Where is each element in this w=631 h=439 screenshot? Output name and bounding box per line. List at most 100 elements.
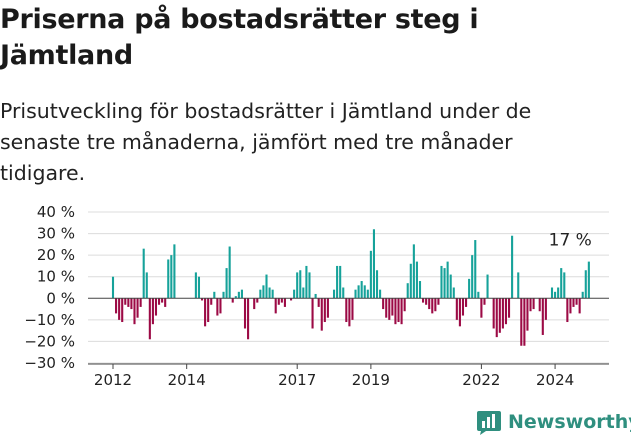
- bar: [422, 298, 425, 303]
- bar: [400, 298, 403, 325]
- bar-chart-icon: [477, 411, 501, 435]
- bar-chart: 40 %30 %20 %10 %0 %−10 %−20 %−30 % 2012 2…: [24, 203, 609, 389]
- bar: [213, 291, 216, 299]
- bar: [151, 298, 154, 325]
- bar: [538, 298, 541, 312]
- bar: [259, 289, 262, 299]
- bar: [145, 272, 148, 299]
- bar: [434, 298, 437, 312]
- bar: [345, 298, 348, 323]
- bar: [268, 287, 271, 299]
- bar: [262, 285, 265, 299]
- bar: [382, 298, 385, 310]
- bar: [415, 261, 418, 299]
- y-tick-label: −30 %: [24, 354, 75, 372]
- bar: [554, 291, 557, 299]
- bar: [498, 298, 501, 333]
- bar: [228, 246, 231, 299]
- bar: [360, 281, 363, 299]
- bar: [375, 270, 379, 299]
- gridlines: [88, 211, 609, 364]
- bar: [161, 298, 164, 303]
- bar: [222, 291, 225, 299]
- bar: [388, 298, 391, 320]
- bar: [428, 298, 431, 310]
- y-tick-label: −10 %: [24, 311, 75, 329]
- bar: [440, 265, 443, 299]
- bar: [277, 298, 280, 305]
- bar: [560, 268, 563, 299]
- bar: [474, 240, 477, 299]
- bar: [256, 298, 259, 303]
- brand-name: Newsworthy: [508, 411, 631, 433]
- bar: [154, 298, 158, 316]
- bar: [133, 298, 136, 325]
- bar: [431, 298, 434, 314]
- bar: [483, 298, 486, 305]
- bar: [406, 283, 409, 299]
- bar: [314, 293, 317, 299]
- bar: [550, 287, 554, 299]
- bar: [572, 298, 575, 307]
- bar: [418, 281, 422, 299]
- bar: [200, 298, 204, 301]
- bar: [372, 229, 375, 299]
- bar: [210, 298, 213, 305]
- y-tick-label: 10 %: [37, 268, 75, 286]
- bar: [326, 298, 329, 318]
- bar: [397, 298, 400, 323]
- bar: [293, 289, 296, 299]
- bar: [124, 298, 127, 305]
- y-tick-label: 0 %: [46, 289, 75, 307]
- bar: [247, 298, 250, 340]
- bar: [118, 298, 121, 320]
- bar: [348, 298, 351, 327]
- bar: [511, 235, 514, 299]
- bar: [240, 289, 243, 299]
- bar: [486, 274, 489, 299]
- bar: [121, 298, 124, 323]
- bar: [207, 298, 210, 323]
- bar: [458, 298, 461, 327]
- bar: [237, 291, 240, 299]
- bar: [403, 298, 406, 312]
- bar: [265, 274, 268, 299]
- bar: [302, 287, 305, 299]
- x-tick-label: 2017: [278, 371, 316, 389]
- bar: [578, 298, 581, 314]
- chart-subtitle: Prisutveckling för bostadsrätter i Jämtl…: [0, 99, 532, 185]
- bar: [173, 244, 176, 299]
- bar: [363, 285, 366, 299]
- y-tick-label: 30 %: [37, 225, 75, 243]
- bar: [468, 278, 471, 299]
- bar: [357, 285, 360, 299]
- bar: [544, 298, 547, 320]
- bar: [354, 289, 357, 299]
- bar: [461, 298, 465, 316]
- bar: [529, 298, 532, 312]
- bar: [507, 298, 511, 318]
- bar: [477, 291, 480, 299]
- bar: [339, 265, 342, 299]
- bar: [409, 263, 412, 299]
- bar: [526, 298, 529, 331]
- bar: [308, 272, 311, 299]
- bar: [495, 298, 498, 338]
- x-tick-label: 2022: [462, 371, 500, 389]
- bar: [412, 244, 415, 299]
- bar: [492, 298, 495, 329]
- bar: [471, 255, 474, 299]
- bar: [136, 298, 139, 318]
- bar: [517, 272, 520, 299]
- bar: [219, 298, 222, 314]
- y-axis: 40 % 30 % 20 % 10 % 0 % −10 % −20 % −30 %: [24, 203, 75, 372]
- bar: [283, 298, 286, 307]
- bar: [115, 298, 118, 314]
- y-tick-label: −20 %: [24, 332, 75, 350]
- bar: [194, 272, 197, 299]
- bar: [369, 250, 372, 299]
- bar: [170, 255, 173, 299]
- bar: [167, 259, 170, 299]
- bar: [253, 298, 256, 310]
- bar: [385, 298, 388, 318]
